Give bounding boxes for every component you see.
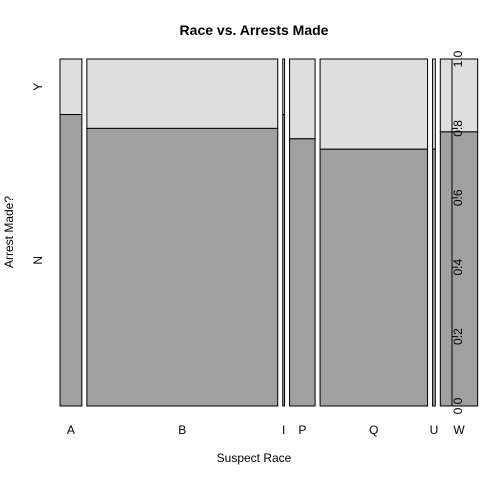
right-axis-tick-label: 0.2 xyxy=(451,328,465,345)
bar-b-n xyxy=(86,127,279,407)
right-axis-tick-label: 0.4 xyxy=(451,259,465,276)
right-axis: 0.0 0.2 0.4 0.6 0.8 1.0 xyxy=(451,50,465,414)
right-axis-tick-label: 0.0 xyxy=(451,397,465,414)
bar-w-y xyxy=(439,58,479,133)
bar-q-n xyxy=(319,148,429,407)
x-tick-labels: ABIPQUWZ xyxy=(67,423,480,437)
bar-w-n xyxy=(439,131,479,407)
x-tick-label-w: W xyxy=(453,423,465,437)
bar-a-y xyxy=(59,58,83,116)
bar-p-y xyxy=(289,58,316,140)
x-tick-label-q: Q xyxy=(369,423,378,437)
y-level-label-n: N xyxy=(31,256,45,265)
x-tick-label-i: I xyxy=(282,423,285,437)
right-axis-tick-label: 0.6 xyxy=(451,189,465,206)
bar-b-y xyxy=(86,58,279,129)
x-tick-label-p: P xyxy=(298,423,306,437)
x-tick-label-a: A xyxy=(67,423,75,437)
bar-i-n xyxy=(282,114,286,407)
chart-title: Race vs. Arrests Made xyxy=(180,22,329,38)
bar-u-y xyxy=(432,58,436,150)
bar-a-n xyxy=(59,114,83,407)
right-axis-tick-label: 0.8 xyxy=(451,120,465,137)
y-level-labels: NY xyxy=(31,83,45,265)
bar-p-n xyxy=(289,138,316,407)
y-axis-label: Arrest Made? xyxy=(2,196,16,268)
x-axis-label: Suspect Race xyxy=(217,451,292,465)
bars-group xyxy=(59,58,479,407)
x-tick-label-b: B xyxy=(178,423,186,437)
x-tick-label-u: U xyxy=(430,423,439,437)
y-level-label-y: Y xyxy=(31,83,45,91)
bar-u-n xyxy=(432,148,436,407)
bar-i-y xyxy=(282,58,286,116)
right-axis-tick-label: 1.0 xyxy=(451,50,465,67)
bar-q-y xyxy=(319,58,429,150)
